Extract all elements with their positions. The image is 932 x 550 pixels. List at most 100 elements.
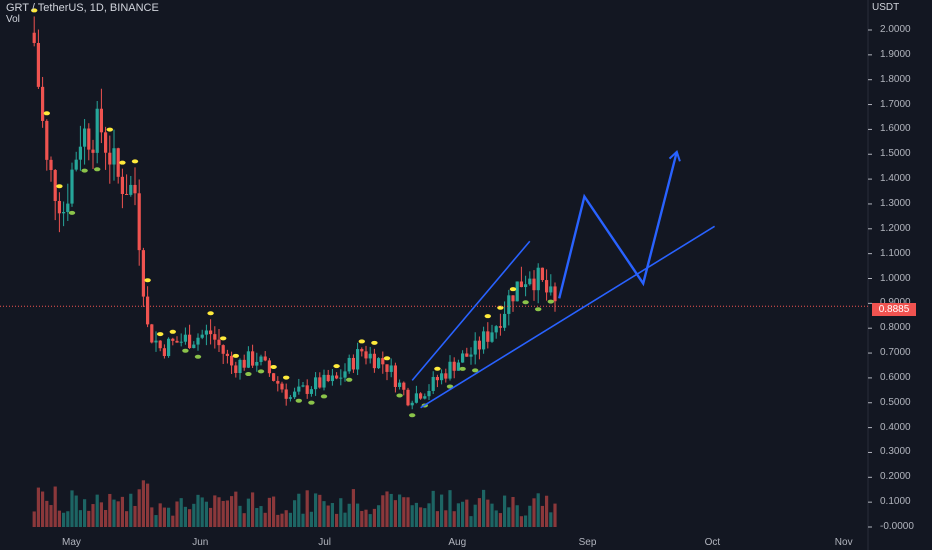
volume-bar [330, 503, 334, 527]
buy-signal-marker [308, 400, 315, 405]
candle-body [553, 286, 557, 302]
candle-body [414, 393, 418, 403]
candle-body [179, 341, 183, 343]
volume-bar [238, 505, 242, 527]
candle-body [297, 386, 301, 392]
candle-body [330, 375, 334, 382]
volume-bar [78, 510, 82, 527]
volume-bar [83, 499, 87, 527]
candle-body [91, 149, 95, 153]
candle-body [326, 374, 330, 382]
candle-body [431, 376, 435, 391]
volume-bar [372, 508, 376, 527]
buy-signal-marker [245, 372, 252, 377]
volume-bar [53, 486, 57, 527]
candle-body [435, 376, 439, 381]
candle-body [419, 393, 423, 399]
candle-body [78, 146, 82, 160]
candle-body [351, 357, 355, 370]
sell-signal-marker [220, 336, 227, 341]
buy-signal-marker [346, 377, 353, 382]
volume-bar [91, 504, 95, 527]
candle-body [280, 383, 284, 390]
volume-bar [230, 496, 234, 527]
candle-body [356, 349, 360, 370]
price-tick-label: 0.8000 [880, 322, 911, 334]
volume-bar [377, 505, 381, 527]
candle-body [498, 326, 502, 328]
candle-body [175, 340, 179, 343]
sell-signal-marker [283, 375, 290, 380]
candle-body [507, 295, 511, 314]
volume-bar [519, 516, 523, 527]
volume-bar [440, 494, 444, 527]
volume-bar [461, 501, 465, 527]
volume-bar [188, 509, 192, 527]
volume-bar [524, 515, 528, 527]
candle-body [259, 356, 263, 362]
candle-body [242, 359, 246, 368]
candle-body [398, 382, 402, 387]
volume-bar [129, 493, 133, 527]
candle-body [238, 359, 242, 373]
volume-bar [419, 507, 423, 527]
volume-bar [406, 497, 410, 527]
candle-body [452, 361, 456, 371]
candle-body [154, 340, 158, 343]
volume-bar [410, 505, 414, 527]
volume-bar [108, 493, 112, 527]
volume-bar [267, 497, 271, 527]
volume-bar [335, 513, 339, 527]
volume-bar [343, 512, 347, 527]
candle-body [108, 152, 112, 165]
candle-body [494, 326, 498, 333]
volume-bar [272, 496, 276, 527]
candle-body [41, 86, 45, 121]
sell-signal-marker [434, 366, 441, 371]
candle-body [410, 402, 414, 406]
buy-signal-marker [320, 394, 328, 399]
time-tick-label: May [62, 537, 81, 548]
volume-bar [549, 512, 553, 527]
volume-bar [444, 510, 448, 527]
candle-body [288, 397, 292, 399]
candle-body [120, 176, 124, 194]
volume-bar [196, 494, 200, 527]
volume-bar [532, 498, 536, 527]
candle-body [158, 340, 162, 349]
candle-body [36, 42, 40, 87]
candle-body [213, 334, 217, 340]
volume-bar [431, 490, 435, 527]
volume-bar [125, 511, 129, 527]
volume-bar [251, 492, 255, 527]
projection-path [558, 151, 678, 299]
volume-bar [515, 505, 519, 527]
time-tick-label: Jul [318, 537, 331, 548]
candle-body [83, 128, 87, 147]
volume-bar [146, 483, 150, 527]
volume-bar [45, 500, 49, 527]
price-tick-label: 1.7000 [880, 98, 911, 110]
candle-body [272, 373, 276, 381]
volume-bar [494, 510, 498, 527]
sell-signal-marker [358, 339, 365, 344]
candle-body [171, 338, 175, 341]
volume-bar [70, 490, 74, 527]
volume-bar [263, 512, 267, 527]
volume-bar [62, 512, 66, 527]
volume-bar [293, 500, 297, 527]
volume-bar [112, 499, 116, 527]
candle-body [209, 330, 213, 335]
candle-body [406, 389, 410, 406]
volume-bar [540, 505, 544, 527]
volume-bar [498, 513, 502, 527]
candle-body [188, 334, 192, 349]
candle-body [385, 364, 389, 372]
buy-signal-marker [472, 368, 479, 373]
buy-signal-marker [68, 210, 76, 215]
candle-body [251, 351, 255, 366]
volume-bar [347, 503, 351, 527]
candle-body [465, 353, 469, 357]
candle-body [519, 281, 523, 288]
